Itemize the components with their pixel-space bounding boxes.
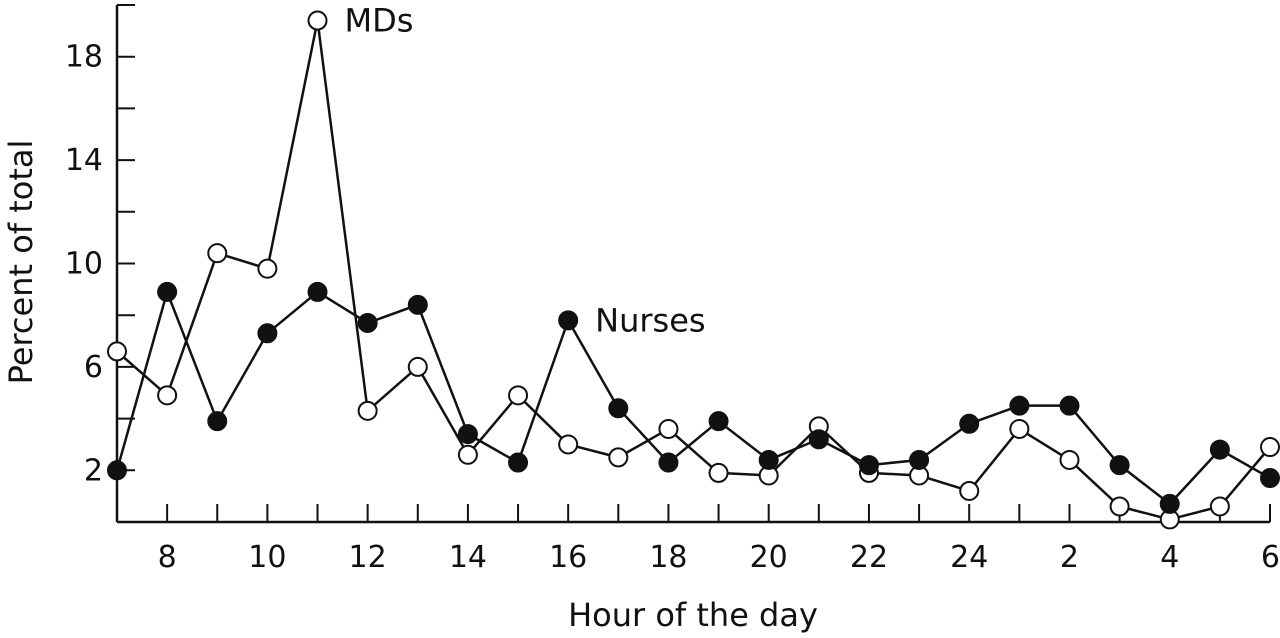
data-point xyxy=(959,413,980,434)
x-tick-label: 20 xyxy=(750,540,788,575)
series-line xyxy=(116,19,1271,521)
x-axis-label: Hour of the day xyxy=(568,596,818,634)
series-label: Nurses xyxy=(595,301,705,339)
data-point xyxy=(1260,468,1280,489)
x-tick-label: 8 xyxy=(158,540,177,575)
x-tick-label: 14 xyxy=(449,540,487,575)
x-tick-label: 6 xyxy=(1261,540,1280,575)
x-tick-label: 10 xyxy=(248,540,286,575)
data-point xyxy=(207,243,228,264)
data-point xyxy=(658,452,679,473)
series-layer: MDs Nurses xyxy=(107,2,1280,530)
data-point xyxy=(1059,395,1080,416)
y-tick-label: 6 xyxy=(84,350,103,385)
data-point xyxy=(1159,493,1180,514)
data-point xyxy=(608,398,629,419)
data-point xyxy=(1209,439,1230,460)
x-ticks: 8 10 12 14 16 18 20 22 24 2 4 6 xyxy=(116,504,1280,575)
data-point xyxy=(1109,496,1130,517)
x-tick-label: 16 xyxy=(549,540,587,575)
data-point xyxy=(808,429,829,450)
x-tick-label: 18 xyxy=(649,540,687,575)
data-point xyxy=(558,434,579,455)
x-tick-label: 4 xyxy=(1160,540,1179,575)
y-ticks: 2 6 10 14 18 xyxy=(65,4,135,488)
y-axis-label: Percent of total xyxy=(2,140,40,385)
y-tick-label: 10 xyxy=(65,247,103,282)
data-point xyxy=(508,385,529,406)
data-point xyxy=(858,455,879,476)
data-point xyxy=(959,480,980,501)
data-point xyxy=(1059,449,1080,470)
series-nurses: Nurses xyxy=(107,281,1280,514)
data-point xyxy=(708,411,729,432)
data-point xyxy=(357,312,378,333)
x-tick-label: 24 xyxy=(950,540,988,575)
data-point xyxy=(457,424,478,445)
data-point xyxy=(257,323,278,344)
data-point xyxy=(708,462,729,483)
data-point xyxy=(608,447,629,468)
series-label: MDs xyxy=(345,2,414,40)
series-mds: MDs xyxy=(107,2,1280,530)
data-point xyxy=(1260,437,1280,458)
data-point xyxy=(658,418,679,439)
data-point xyxy=(457,444,478,465)
data-point xyxy=(508,452,529,473)
data-point xyxy=(1009,418,1030,439)
series-line xyxy=(115,290,1271,506)
x-tick-label: 12 xyxy=(349,540,387,575)
data-point xyxy=(157,281,178,302)
data-point xyxy=(357,400,378,421)
data-point xyxy=(257,258,278,279)
data-point xyxy=(1109,455,1130,476)
data-point xyxy=(207,411,228,432)
data-point xyxy=(407,356,428,377)
x-tick-label: 22 xyxy=(850,540,888,575)
data-point xyxy=(1009,395,1030,416)
data-point xyxy=(307,281,328,302)
y-tick-label: 14 xyxy=(65,143,103,178)
data-point xyxy=(407,294,428,315)
x-tick-label: 2 xyxy=(1060,540,1079,575)
data-point xyxy=(1209,496,1230,517)
data-point xyxy=(157,385,178,406)
data-point xyxy=(307,10,328,31)
data-point xyxy=(107,460,127,481)
data-point xyxy=(909,449,930,470)
y-tick-label: 18 xyxy=(65,40,103,75)
data-point xyxy=(558,310,579,331)
data-point xyxy=(758,449,779,470)
data-point xyxy=(107,341,127,362)
y-tick-label: 2 xyxy=(84,453,103,488)
